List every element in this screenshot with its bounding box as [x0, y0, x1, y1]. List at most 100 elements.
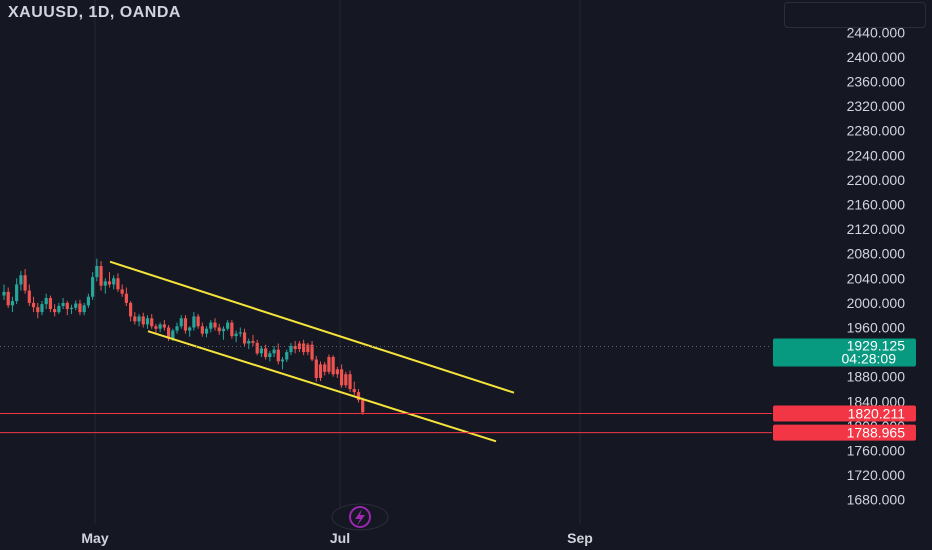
candle-body [335, 369, 339, 375]
candle-body [40, 304, 44, 313]
candle-body [129, 302, 133, 317]
candle-body [44, 297, 48, 305]
symbol-title[interactable]: XAUUSD, 1D, OANDA [8, 4, 181, 21]
candles [2, 258, 365, 415]
candle-body [200, 326, 204, 334]
candle-body [99, 266, 103, 286]
bottom-badge[interactable] [331, 503, 389, 531]
candle-body [356, 392, 361, 401]
candle-body [19, 275, 23, 285]
grid [94, 0, 581, 524]
price-axis-label: 1720.000 [847, 467, 906, 483]
price-axis-label: 2160.000 [847, 197, 906, 213]
candle-body [276, 349, 280, 362]
candle-body [65, 302, 69, 310]
candle-body [314, 359, 318, 378]
candle-body [171, 330, 175, 339]
candle-body [230, 322, 234, 337]
candle-body [69, 307, 74, 310]
candle-body [272, 349, 276, 354]
candle-body [48, 297, 53, 310]
candle-body [6, 291, 10, 306]
lightning-icon-ring [349, 506, 371, 528]
candle-body [27, 290, 31, 303]
price-axis-label: 2440.000 [847, 24, 906, 40]
horizontal-levels[interactable] [0, 345, 772, 434]
price-axis-label: 2280.000 [847, 123, 906, 139]
price-axis-label: 1880.000 [847, 369, 906, 385]
channel-lower-line [147, 330, 497, 443]
price-axis-label: 2360.000 [847, 74, 906, 90]
candle-body [352, 389, 356, 393]
candle-body [331, 357, 335, 375]
candle-body [196, 316, 200, 327]
candle-body [264, 348, 268, 358]
time-axis-label: Jul [330, 530, 350, 546]
candle-body [15, 284, 19, 302]
candle-body [95, 266, 99, 278]
candle-body [226, 322, 230, 329]
price-axis-label: 2000.000 [847, 295, 906, 311]
candle-body [188, 327, 192, 331]
candle-body [247, 341, 251, 344]
top-right-control[interactable] [784, 2, 926, 28]
level-tag [773, 424, 916, 441]
price-axis-label: 2120.000 [847, 221, 906, 237]
candle-body [82, 305, 86, 313]
price-axis-label: 1960.000 [847, 320, 906, 336]
candle-body [293, 345, 297, 350]
trend-channel[interactable] [109, 260, 515, 443]
candle-body [103, 281, 107, 286]
candle-body [183, 318, 188, 331]
candle-body [318, 364, 323, 378]
candle-body [242, 332, 247, 344]
candle-body [323, 364, 327, 372]
candle-body [162, 324, 166, 328]
candle-body [259, 348, 264, 354]
price-axis-label: 2240.000 [847, 147, 906, 163]
candle-body [327, 357, 331, 372]
candle-body [78, 303, 82, 313]
price-axis-label: 2040.000 [847, 270, 906, 286]
candle-body [31, 302, 36, 308]
candle-body [344, 374, 348, 386]
candle-body [112, 278, 116, 285]
price-axis-label: 1680.000 [847, 492, 906, 508]
time-axis[interactable]: May Jul Sep [81, 530, 592, 546]
price-axis-label: 2080.000 [847, 246, 906, 262]
candle-body [297, 343, 301, 350]
candle-body [137, 316, 141, 322]
candle-body [221, 328, 226, 332]
candle-body [251, 341, 255, 343]
price-axis-label: 2320.000 [847, 98, 906, 114]
candle-body [175, 326, 179, 331]
candle-body [289, 345, 293, 353]
candle-body [145, 318, 150, 325]
price-axis-label: 2400.000 [847, 49, 906, 65]
candle-body [285, 352, 289, 360]
candle-body [204, 328, 209, 334]
candle-body [10, 301, 15, 306]
candle-body [302, 343, 306, 353]
level-tag-value: 1788.965 [847, 425, 906, 441]
lightning-icon [355, 509, 365, 526]
candle-body [74, 303, 78, 308]
candle-body [238, 332, 242, 334]
candle-body [166, 327, 171, 339]
candle-body [107, 281, 112, 285]
candle-body [86, 296, 90, 306]
candle-body [61, 302, 65, 306]
candle-body [280, 359, 285, 362]
candle-body [213, 322, 217, 328]
price-axis-label: 1760.000 [847, 443, 906, 459]
candle-body [179, 318, 183, 327]
candle-body [53, 309, 57, 313]
level-tag-value: 1820.211 [848, 405, 906, 421]
candle-body [141, 316, 145, 325]
time-axis-label: May [81, 530, 108, 546]
candle-body [124, 293, 128, 303]
countdown-timer: 04:28:09 [842, 350, 897, 366]
candle-body [255, 342, 259, 354]
